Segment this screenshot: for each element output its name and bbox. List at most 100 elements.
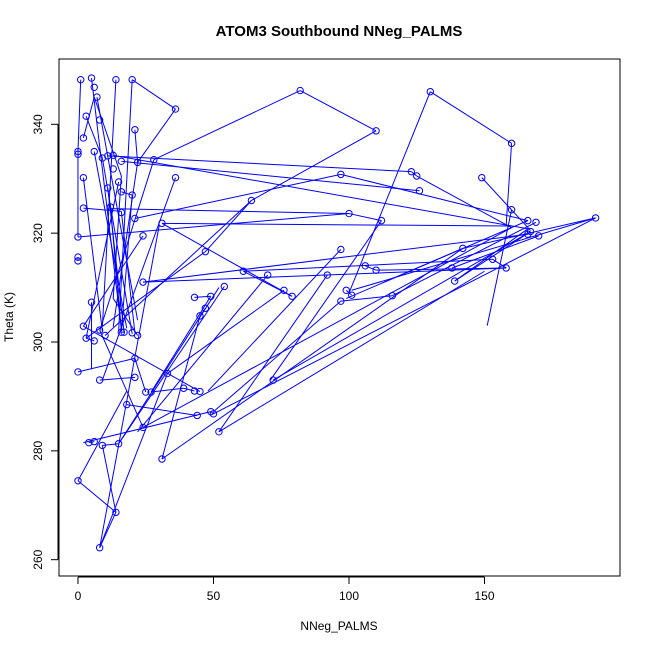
series-segment bbox=[99, 373, 168, 548]
data-point bbox=[114, 440, 123, 448]
y-tick-label: 300 bbox=[31, 332, 45, 352]
y-tick-label: 280 bbox=[31, 440, 45, 460]
data-point bbox=[323, 271, 332, 279]
series-segment bbox=[161, 222, 512, 227]
data-point bbox=[201, 304, 210, 312]
series-segment bbox=[462, 217, 596, 249]
series-segment bbox=[77, 79, 82, 152]
series-segment bbox=[77, 357, 136, 373]
data-point bbox=[131, 126, 139, 134]
series-segment bbox=[77, 213, 350, 238]
series-segment bbox=[93, 96, 122, 177]
series-segment bbox=[85, 115, 103, 159]
data-point bbox=[337, 245, 345, 254]
data-point bbox=[74, 147, 82, 156]
data-point bbox=[478, 173, 486, 182]
data-point bbox=[526, 227, 535, 236]
y-tick-label: 340 bbox=[31, 114, 45, 134]
x-axis-label: NNeg_PALMS bbox=[300, 619, 377, 633]
data-point bbox=[377, 216, 386, 225]
data-point bbox=[288, 292, 296, 300]
series-segment bbox=[153, 90, 301, 161]
series-segment bbox=[85, 251, 206, 339]
data-point bbox=[74, 253, 82, 261]
series-segment bbox=[83, 411, 211, 444]
series-segment bbox=[392, 221, 537, 297]
data-point bbox=[372, 127, 380, 135]
series-segment bbox=[430, 91, 512, 144]
data-point bbox=[201, 247, 210, 256]
data-point bbox=[532, 218, 540, 226]
chart-title: ATOM3 Southbound NNeg_PALMS bbox=[216, 23, 463, 40]
series-segment bbox=[83, 325, 201, 392]
data-point bbox=[448, 264, 456, 272]
series-segment bbox=[118, 286, 225, 445]
series-segment bbox=[243, 270, 293, 297]
data-point bbox=[131, 354, 139, 363]
y-tick-label: 320 bbox=[31, 223, 45, 243]
data-point bbox=[488, 255, 497, 263]
series-segment bbox=[134, 173, 341, 219]
data-point bbox=[207, 292, 215, 300]
data-point bbox=[76, 75, 85, 84]
data-point bbox=[98, 154, 107, 162]
data-point bbox=[190, 387, 199, 395]
data-point bbox=[179, 384, 188, 392]
series-segment bbox=[167, 289, 285, 374]
series-segment bbox=[121, 191, 133, 196]
data-point bbox=[95, 544, 104, 552]
series-segment bbox=[142, 227, 512, 428]
y-axis-label: Theta (K) bbox=[2, 292, 16, 342]
data-point bbox=[95, 376, 104, 384]
data-point bbox=[220, 282, 229, 291]
data-point bbox=[263, 271, 272, 279]
data-point bbox=[123, 400, 131, 409]
data-point bbox=[190, 293, 199, 302]
series-segment bbox=[104, 200, 252, 336]
data-point bbox=[109, 151, 117, 160]
data-point bbox=[413, 172, 421, 180]
data-point bbox=[87, 74, 96, 82]
data-point bbox=[150, 155, 158, 164]
series-segment bbox=[150, 296, 212, 393]
data-point bbox=[163, 369, 172, 378]
data-point bbox=[142, 388, 150, 396]
data-point bbox=[117, 328, 126, 336]
data-point bbox=[342, 286, 350, 294]
data-point bbox=[345, 209, 353, 218]
series-segment bbox=[207, 249, 342, 392]
data-point bbox=[147, 388, 155, 396]
x-tick-label: 100 bbox=[339, 589, 359, 603]
data-point bbox=[372, 266, 380, 274]
data-point bbox=[79, 322, 88, 330]
data-point bbox=[74, 257, 82, 265]
series-segment bbox=[121, 160, 420, 192]
data-point bbox=[196, 387, 204, 396]
series-segment bbox=[99, 512, 117, 548]
data-point bbox=[87, 298, 96, 306]
data-point bbox=[82, 334, 90, 342]
data-point bbox=[117, 188, 126, 196]
data-point bbox=[90, 437, 98, 446]
series-segment bbox=[82, 235, 144, 327]
series-segment bbox=[299, 90, 377, 132]
series-segment bbox=[101, 445, 117, 513]
series-segment bbox=[340, 173, 528, 222]
series-segment bbox=[251, 130, 377, 201]
data-point bbox=[82, 112, 90, 120]
series-segment bbox=[110, 208, 349, 215]
data-point bbox=[133, 158, 142, 167]
data-point bbox=[74, 368, 82, 376]
series-segment bbox=[218, 274, 328, 433]
data-point bbox=[101, 331, 109, 340]
series-segment bbox=[83, 207, 122, 212]
series-segment bbox=[348, 91, 431, 294]
series-segment bbox=[99, 159, 155, 332]
data-point bbox=[171, 173, 180, 182]
data-point bbox=[120, 328, 128, 336]
data-point bbox=[209, 410, 218, 418]
data-point bbox=[450, 277, 459, 285]
data-point bbox=[139, 423, 147, 432]
data-point bbox=[347, 291, 356, 299]
x-tick-label: 150 bbox=[474, 589, 494, 603]
